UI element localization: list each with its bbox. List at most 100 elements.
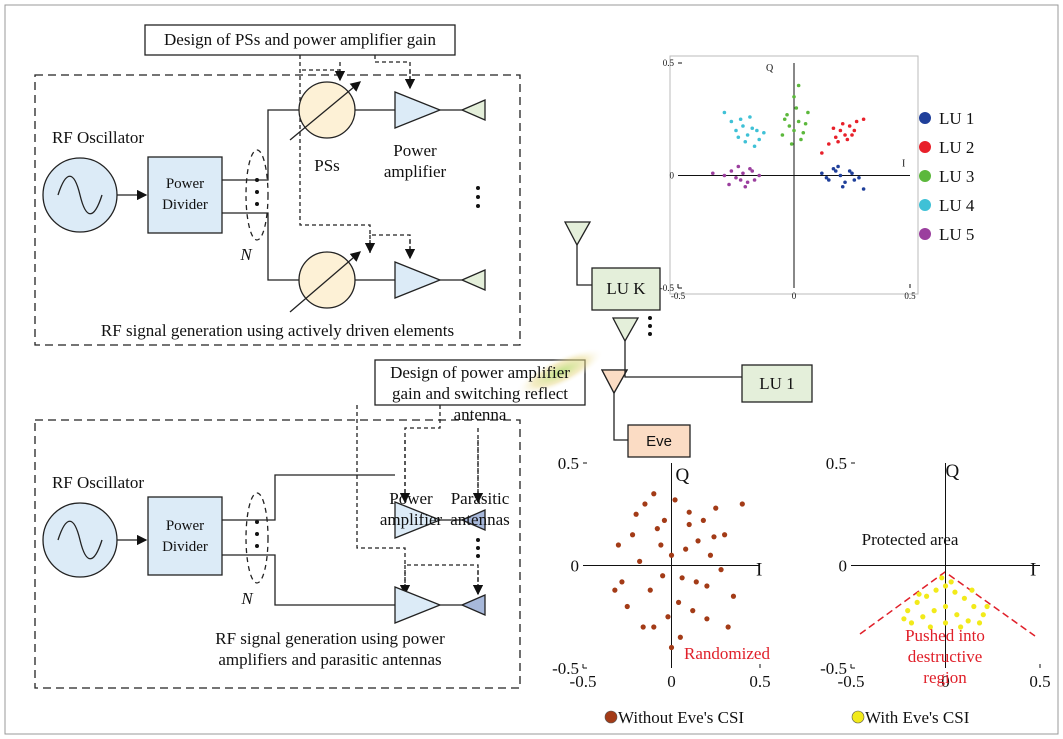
point [915, 600, 920, 605]
point [625, 604, 630, 609]
point [753, 144, 757, 148]
point [726, 624, 731, 629]
point [690, 608, 695, 613]
amplifier-label: Power amplifier [370, 140, 460, 182]
point [862, 187, 866, 191]
point [737, 135, 741, 139]
x-tick-label: 0.5 [1029, 672, 1050, 691]
point [694, 579, 699, 584]
y-tick-label: 0 [571, 556, 580, 575]
n-label: N [237, 588, 257, 609]
point [801, 131, 805, 135]
point [734, 129, 738, 133]
point [641, 624, 646, 629]
annotation: Pushed into destructive region [885, 625, 1005, 688]
oscillator-label: RF Oscillator [38, 127, 158, 148]
point [827, 142, 831, 146]
point [762, 131, 766, 135]
point [916, 592, 921, 597]
point [741, 171, 745, 175]
point [832, 167, 836, 171]
point [984, 604, 989, 609]
point [797, 120, 801, 124]
bottom-label: Design of power amplifier gain and switc… [377, 362, 583, 425]
point [711, 171, 715, 175]
point [843, 180, 847, 184]
point [739, 117, 743, 121]
point [612, 588, 617, 593]
point [676, 600, 681, 605]
point [924, 594, 929, 599]
point [920, 614, 925, 619]
point [701, 518, 706, 523]
point [737, 165, 741, 169]
point [932, 608, 937, 613]
x-axis-label: I [756, 560, 762, 581]
oscillator-label: RF Oscillator [38, 472, 158, 493]
x-tick-label: 0 [792, 291, 797, 301]
point [905, 608, 910, 613]
point [704, 616, 709, 621]
point [672, 497, 677, 502]
point [687, 522, 692, 527]
point [743, 185, 747, 189]
point [933, 588, 938, 593]
legend-label: LU 4 [939, 196, 975, 215]
point [981, 612, 986, 617]
point [792, 95, 796, 99]
top-panel [35, 25, 520, 345]
point [634, 512, 639, 517]
y-tick-label: 0.5 [663, 58, 675, 68]
point [901, 616, 906, 621]
point [746, 180, 750, 184]
y-tick-label: -0.5 [820, 659, 847, 678]
legend-marker [605, 711, 617, 723]
legend-label: LU 2 [939, 138, 974, 157]
point [655, 526, 660, 531]
top-label: Design of PSs and power amplifier gain [145, 29, 455, 50]
node-eve: Eve [628, 431, 690, 452]
point [750, 126, 754, 130]
legend-marker [919, 141, 931, 153]
point [855, 120, 859, 124]
x-tick-label: 0.5 [904, 291, 916, 301]
point [616, 542, 621, 547]
point [848, 169, 852, 173]
point [711, 534, 716, 539]
point [841, 122, 845, 126]
point [943, 604, 948, 609]
figure: IQ-0.500.5-0.500.5LU 1LU 2LU 3LU 4LU 5IQ… [0, 0, 1063, 739]
point [740, 501, 745, 506]
point [966, 618, 971, 623]
point [651, 491, 656, 496]
point [841, 185, 845, 189]
legend-label: LU 1 [939, 109, 974, 128]
point [704, 583, 709, 588]
point [753, 178, 757, 182]
y-tick-label: -0.5 [552, 659, 579, 678]
point [723, 174, 727, 178]
point [746, 133, 750, 137]
point [651, 624, 656, 629]
point [857, 176, 861, 180]
point [792, 129, 796, 133]
point [848, 124, 852, 128]
x-tick-label: 0.5 [749, 672, 770, 691]
point [795, 106, 799, 110]
point [755, 129, 759, 133]
y-tick-label: -0.5 [660, 283, 675, 293]
point [748, 115, 752, 119]
point [834, 135, 838, 139]
node-lu1: LU 1 [742, 373, 812, 394]
point [836, 140, 840, 144]
point [718, 567, 723, 572]
legend-marker [919, 228, 931, 240]
top-caption: RF signal generation using actively driv… [40, 320, 515, 341]
point [739, 178, 743, 182]
point [648, 588, 653, 593]
x-axis-label: I [1030, 560, 1036, 581]
ps-label: PSs [297, 155, 357, 176]
x-tick-label: 0 [667, 672, 676, 691]
annotation: Protected area [855, 529, 965, 550]
point [619, 579, 624, 584]
